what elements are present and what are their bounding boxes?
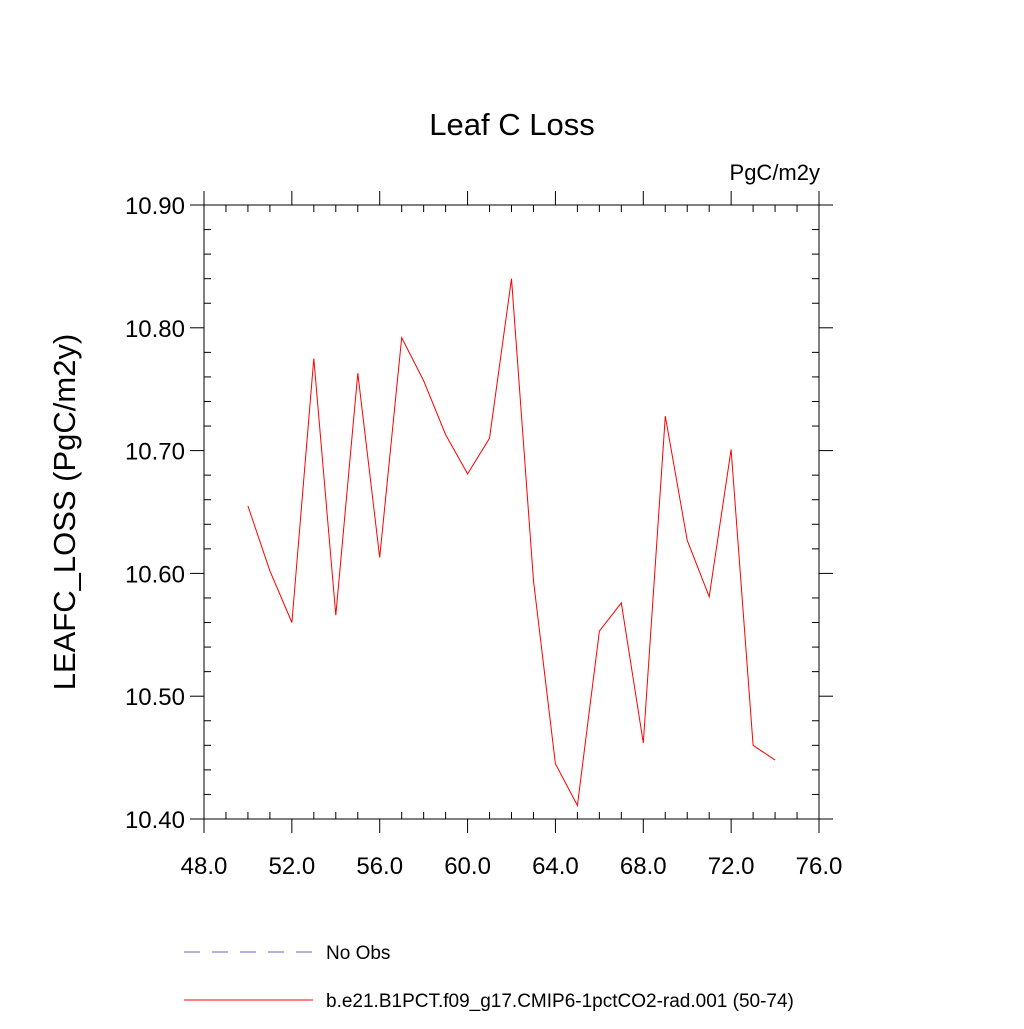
series-lines — [247, 278, 776, 808]
x-tick-label: 76.0 — [796, 853, 843, 880]
series-line — [247, 278, 776, 808]
y-tick-label: 10.60 — [125, 561, 185, 588]
y-axis-label: LEAFC_LOSS (PgC/m2y) — [47, 334, 82, 691]
x-tick-label: 72.0 — [708, 853, 755, 880]
x-tick-label: 68.0 — [620, 853, 667, 880]
x-tick-label: 56.0 — [356, 853, 403, 880]
legend-label: No Obs — [326, 943, 390, 964]
y-tick-label: 10.90 — [125, 193, 185, 220]
y-tick-label: 10.70 — [125, 439, 185, 466]
y-tick-label: 10.40 — [125, 807, 185, 834]
units-label: PgC/m2y — [730, 160, 820, 185]
x-tick-label: 52.0 — [268, 853, 315, 880]
y-tick-label: 10.50 — [125, 684, 185, 711]
tick-labels: 48.0 52.0 56.0 60.0 64.0 68.0 72.0 76.0 10.40 10.… — [125, 193, 842, 880]
legend: No Obs b.e21.B1PCT.f09_g17.CMIP6-1pctCO2-… — [184, 943, 794, 1012]
legend-label: b.e21.B1PCT.f09_g17.CMIP6-1pctCO2-rad.00… — [326, 991, 794, 1012]
chart-title: Leaf C Loss — [429, 107, 594, 142]
y-tick-label: 10.80 — [125, 316, 185, 343]
axes — [190, 191, 833, 833]
x-tick-label: 64.0 — [532, 853, 579, 880]
plot-frame — [203, 204, 820, 820]
x-tick-label: 48.0 — [181, 853, 228, 880]
x-tick-label: 60.0 — [444, 853, 491, 880]
